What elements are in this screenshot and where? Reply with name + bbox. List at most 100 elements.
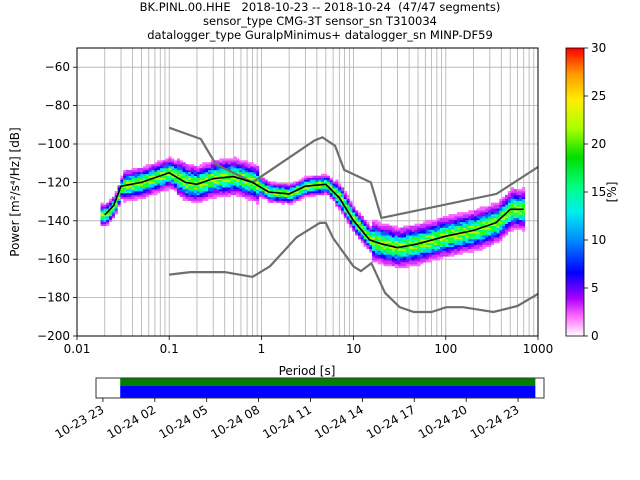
heatmap-cell [171, 183, 175, 186]
heatmap-cell [389, 242, 393, 246]
heatmap-cell [428, 231, 432, 234]
heatmap-cell [233, 168, 237, 171]
colorbar-tick-label: 15 [591, 185, 606, 199]
heatmap-cell [281, 196, 285, 200]
heatmap-cell [196, 200, 200, 203]
heatmap-cell [168, 158, 172, 161]
heatmap-cell [273, 198, 277, 201]
heatmap-cell [505, 221, 509, 224]
heatmap-cell [191, 171, 195, 175]
heatmap-cell [168, 175, 172, 178]
heatmap-cell [462, 221, 466, 224]
heatmap-cell [258, 189, 263, 192]
heatmap-cell [128, 187, 132, 190]
heatmap-cell [148, 169, 152, 173]
heatmap-cell [448, 214, 452, 217]
heatmap-cell [233, 181, 237, 184]
heatmap-cell [485, 206, 489, 209]
heatmap-cell [473, 242, 478, 246]
heatmap-cell [225, 189, 229, 192]
heatmap-cell [182, 168, 186, 171]
heatmap-cell [490, 239, 495, 242]
heatmap-cell [442, 239, 446, 242]
heatmap-cell [434, 239, 438, 242]
heatmap-cell [417, 244, 421, 248]
heatmap-cell [216, 160, 220, 163]
heatmap-cell [123, 192, 127, 196]
heatmap-cell [287, 189, 291, 192]
heatmap-cell [318, 185, 322, 188]
heatmap-cell [465, 246, 469, 249]
heatmap-cell [205, 162, 209, 165]
heatmap-cell [157, 187, 161, 190]
heatmap-cell [219, 177, 223, 180]
heatmap-cell [233, 160, 237, 163]
heatmap-cell [406, 258, 410, 261]
heatmap-cell [140, 173, 144, 176]
heatmap-cell [522, 204, 526, 207]
heatmap-cell [403, 250, 407, 253]
heatmap-cell [522, 191, 526, 194]
heatmap-cell [522, 214, 526, 217]
heatmap-cell [258, 192, 263, 196]
heatmap-cell [216, 185, 220, 188]
heatmap-cell [519, 198, 523, 201]
heatmap-cell [165, 173, 169, 176]
heatmap-cell [374, 246, 379, 249]
heatmap-cell [287, 187, 291, 190]
heatmap-cell [298, 196, 302, 200]
heatmap-cell [273, 181, 277, 184]
heatmap-cell [431, 256, 435, 259]
heatmap-cell [324, 191, 328, 194]
heatmap-cell [386, 237, 390, 240]
heatmap-cell [199, 198, 203, 201]
heatmap-cell [219, 183, 223, 186]
heatmap-cell [196, 177, 200, 180]
heatmap-cell [400, 265, 404, 269]
heatmap-cell [191, 177, 195, 180]
heatmap-cell [465, 240, 469, 244]
heatmap-cell [205, 177, 209, 180]
heatmap-cell [462, 229, 466, 232]
heatmap-cell [159, 160, 164, 163]
heatmap-cell [485, 240, 489, 244]
heatmap-cell [182, 185, 186, 188]
heatmap-cell [295, 192, 299, 196]
heatmap-cell [445, 242, 449, 246]
heatmap-cell [386, 248, 390, 251]
heatmap-cell [250, 179, 254, 182]
heatmap-cell [423, 242, 427, 246]
heatmap-cell [493, 206, 497, 209]
heatmap-cell [168, 181, 172, 184]
heatmap-cell [270, 198, 274, 201]
heatmap-cell [216, 183, 220, 186]
heatmap-cell [202, 192, 206, 196]
heatmap-cell [431, 233, 435, 236]
heatmap-cell [355, 219, 359, 223]
heatmap-cell [225, 164, 229, 167]
heatmap-cell [454, 239, 458, 242]
heatmap-cell [222, 191, 226, 194]
heatmap-cell [454, 246, 458, 249]
heatmap-cell [496, 229, 500, 232]
heatmap-cell [185, 196, 189, 200]
heatmap-cell [191, 198, 195, 201]
heatmap-cell [417, 258, 421, 261]
heatmap-cell [202, 173, 206, 176]
heatmap-cell [479, 223, 483, 226]
heatmap-cell [507, 225, 512, 228]
y-tick-label: −180 [37, 291, 70, 305]
heatmap-cell [488, 229, 492, 232]
heatmap-cell [400, 244, 404, 248]
heatmap-cell [321, 187, 325, 190]
heatmap-cell [352, 214, 356, 217]
heatmap-cell [278, 192, 282, 196]
heatmap-cell [406, 235, 410, 238]
heatmap-cell [191, 183, 195, 186]
heatmap-cell [462, 240, 466, 244]
heatmap-cell [312, 177, 316, 180]
heatmap-cell [162, 160, 166, 163]
heatmap-cell [343, 194, 347, 198]
heatmap-cell [400, 237, 404, 240]
heatmap-cell [165, 185, 169, 188]
